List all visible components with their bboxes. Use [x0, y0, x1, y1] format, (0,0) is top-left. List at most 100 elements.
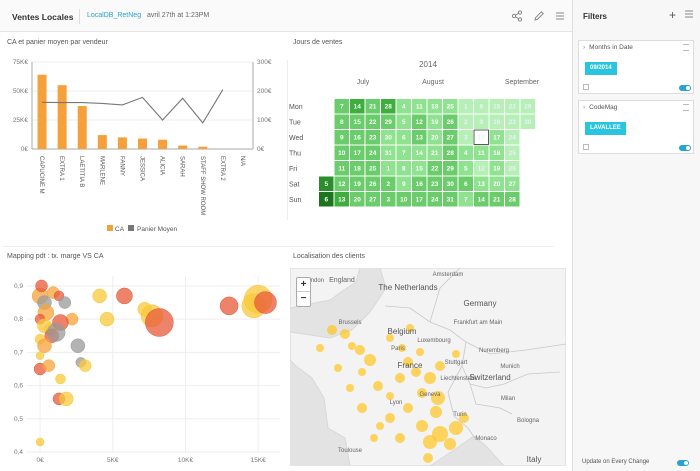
client-location-dot [395, 433, 405, 443]
client-location-dot [416, 420, 428, 432]
legend-ca-label: CA [115, 226, 125, 233]
scatter-point [58, 296, 72, 309]
chevron-right-icon[interactable]: › [583, 44, 586, 51]
heatmap-date-label: 29 [447, 166, 455, 173]
filter-drag-icon[interactable] [683, 44, 689, 51]
heatmap-date-label: 16 [416, 181, 424, 188]
heatmap-cell [412, 145, 427, 160]
map-place-label: Nuremberg [479, 348, 509, 354]
heatmap-date-label: 27 [509, 181, 517, 188]
heatmap-cell [334, 99, 349, 114]
bar-y2-tick: 100€ [257, 117, 272, 124]
bar-y-tick: 25K€ [13, 117, 29, 124]
heatmap-date-label: 19 [431, 119, 439, 126]
edit-pencil-icon[interactable] [532, 9, 546, 23]
ca-bar [97, 135, 107, 149]
map-place-label: Frankfurt am Main [454, 320, 503, 326]
heatmap-cell [412, 161, 427, 176]
heatmap-date-label: 19 [493, 166, 501, 173]
heatmap-date-label: 27 [369, 197, 377, 204]
client-location-dot [411, 367, 421, 377]
filter-value-codemag[interactable]: LAVALLEE [585, 122, 626, 135]
heatmap-date-label: 12 [416, 119, 424, 126]
filter-card-months[interactable]: › Months in Date 09/2014 [578, 40, 694, 94]
bar-y2-tick: 300€ [257, 59, 272, 66]
heatmap-cell [427, 192, 442, 207]
filters-title: Filters [583, 12, 608, 21]
scatter-point [59, 391, 74, 407]
map-canvas[interactable]: Amsterdam London England The Netherlands Ger… [290, 268, 566, 466]
heatmap-date-label: 18 [493, 150, 501, 157]
heatmap-date-label: 16 [493, 119, 501, 126]
heatmap-cell [412, 192, 427, 207]
map-place-label: Milan [501, 396, 515, 402]
heatmap-date-label: 4 [464, 150, 468, 157]
heatmap-date-label: 13 [338, 197, 346, 204]
heatmap-cell [350, 114, 365, 129]
filter-card-codemag[interactable]: › CodeMag LAVALLEE [578, 100, 694, 154]
scatter-y-tick: 0,6 [14, 383, 23, 390]
bar-category-label: N/A [239, 156, 245, 166]
filter-checkbox-icon[interactable] [583, 84, 589, 90]
scatter-title: Mapping pdt : tx. marge VS CA [7, 253, 104, 260]
filter-toggle-codemag[interactable] [679, 145, 691, 151]
map-border-line [465, 341, 566, 355]
heatmap-day-label: Thu [289, 151, 301, 158]
heatmap-date-label: 9 [479, 119, 483, 126]
heatmap-cell [458, 192, 473, 207]
bar-category-label: JESSICA [139, 156, 145, 181]
zoom-in-button[interactable]: + [297, 278, 310, 292]
heatmap-cell [365, 99, 380, 114]
filter-checkbox-icon[interactable] [583, 144, 589, 150]
heatmap-cell [427, 114, 442, 129]
heatmap-cell [520, 114, 535, 129]
bar-category-label: EXTRA 2 [219, 156, 225, 181]
map-zoom-control: + − [296, 277, 311, 307]
heatmap-date-label: 1 [464, 104, 468, 111]
heatmap-date-label: 17 [416, 197, 424, 204]
filter-header-months: › Months in Date [583, 44, 633, 51]
map-place-label: England [329, 277, 355, 284]
ca-bar [37, 74, 47, 149]
map-place-label: Paris [391, 346, 405, 352]
heatmap-date-label: 13 [478, 181, 486, 188]
map-place-label: Stuttgart [445, 360, 468, 366]
heatmap-cell [474, 99, 489, 114]
chevron-right-icon[interactable]: › [583, 104, 586, 111]
heatmap-cell [458, 99, 473, 114]
database-link[interactable]: LocalDB_RetNeg [87, 12, 142, 19]
heatmap-date-label: 5 [324, 181, 328, 188]
heatmap-day-label: Tue [289, 120, 301, 127]
zoom-out-button[interactable]: − [300, 293, 307, 304]
heatmap-cell [396, 145, 411, 160]
scatter-point [35, 351, 45, 360]
share-icon[interactable] [510, 9, 524, 23]
header-divider [79, 9, 80, 24]
heatmap-cell [505, 145, 520, 160]
update-on-change-toggle[interactable] [677, 460, 689, 466]
client-location-dot [385, 413, 395, 423]
heatmap-cell [381, 99, 396, 114]
client-map[interactable]: Amsterdam London England The Netherlands Ger… [290, 268, 566, 466]
filter-toggle-months[interactable] [679, 85, 691, 91]
hamburger-menu-icon[interactable] [553, 9, 567, 23]
client-location-dot [423, 453, 433, 463]
heatmap-date-label: 23 [431, 181, 439, 188]
scatter-y-tick: 0,7 [14, 349, 23, 356]
client-location-dot [357, 403, 367, 413]
heatmap-date-label: 7 [340, 104, 344, 111]
map-border-line [469, 383, 513, 415]
bar-y-tick: 50K€ [13, 88, 29, 95]
client-location-dot [431, 391, 445, 405]
map-place-label: Belgium [388, 327, 417, 336]
heatmap-cell [365, 192, 380, 207]
filters-menu-icon[interactable] [683, 8, 695, 20]
heatmap-cell [427, 161, 442, 176]
add-filter-button[interactable]: + [669, 8, 677, 22]
heatmap-date-label: 24 [431, 197, 439, 204]
filter-value-months[interactable]: 09/2014 [585, 62, 617, 75]
heatmap-date-label: 30 [385, 135, 393, 142]
heatmap-cell [505, 161, 520, 176]
heatmap-date-label: 12 [338, 181, 346, 188]
filter-drag-icon[interactable] [683, 104, 689, 111]
